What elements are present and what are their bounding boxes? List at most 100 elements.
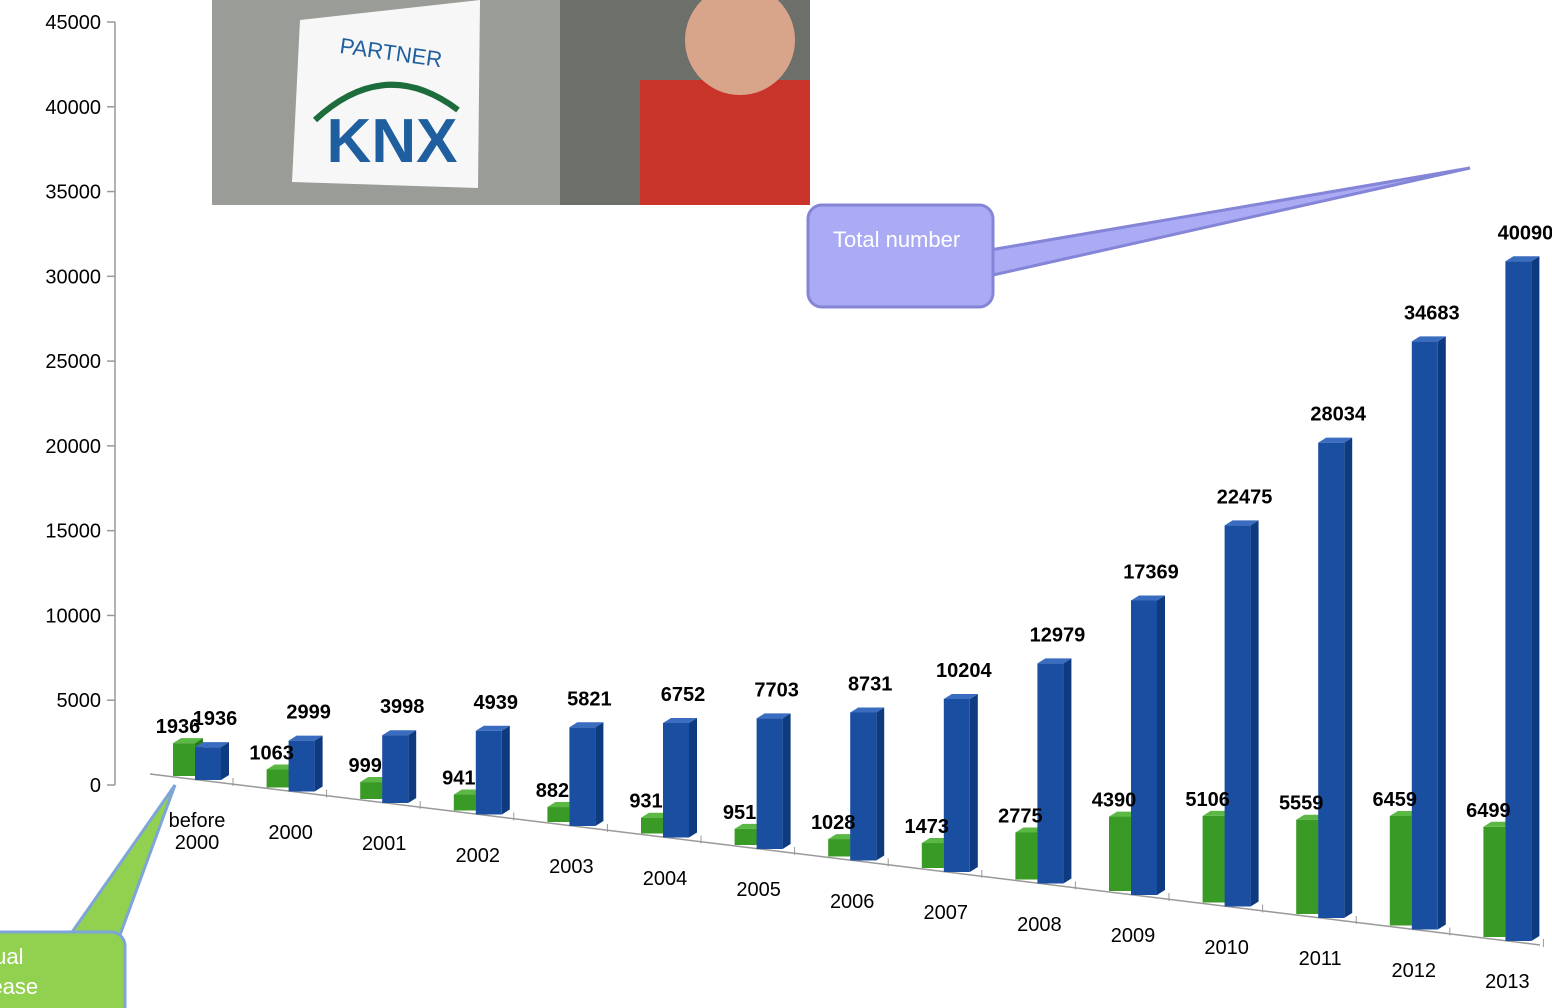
bar (1037, 663, 1063, 883)
bar (641, 818, 663, 834)
value-label: 6752 (661, 684, 706, 706)
value-label: 1473 (905, 816, 950, 838)
bar (547, 807, 569, 822)
bar (850, 712, 876, 860)
value-label: 17369 (1123, 561, 1179, 583)
value-label: 22475 (1217, 486, 1273, 508)
y-tick-label: 10000 (45, 605, 101, 627)
x-tick-label: 2005 (724, 879, 794, 901)
bar (1483, 827, 1505, 937)
bar-side (595, 722, 603, 826)
value-label: 28034 (1310, 404, 1366, 426)
bar (828, 839, 850, 856)
callout-text: Total number (833, 225, 973, 255)
y-tick-label: 25000 (45, 351, 101, 373)
y-tick-label: 35000 (45, 182, 101, 204)
value-label: 882 (536, 780, 569, 802)
value-label: 34683 (1404, 302, 1460, 324)
page: {"chart_data": {"type": "bar", "categori… (0, 0, 1552, 1008)
value-label: 931 (629, 791, 662, 813)
y-tick-label: 30000 (45, 266, 101, 288)
sign-logo: KNX (327, 107, 458, 176)
value-label: 40090 (1498, 222, 1552, 244)
value-label: 6459 (1373, 789, 1418, 811)
x-tick-label: 2000 (256, 822, 326, 844)
bar (1412, 341, 1438, 929)
y-tick-label: 40000 (45, 97, 101, 119)
bar (476, 731, 502, 815)
bar-side (1344, 438, 1352, 918)
x-tick-label: 2001 (349, 833, 419, 855)
callout-pointer (70, 785, 175, 935)
bar (1131, 600, 1157, 895)
bar-side (970, 694, 978, 872)
bar (195, 747, 221, 780)
bar (1390, 816, 1412, 926)
photo: PARTNER KNX (212, 0, 810, 205)
bar-side (1157, 595, 1165, 895)
y-tick-label: 45000 (45, 12, 101, 34)
value-label: 12979 (1030, 624, 1086, 646)
value-label: 4390 (1092, 790, 1137, 812)
y-tick-label: 5000 (57, 690, 102, 712)
x-tick-label: 2008 (1004, 914, 1074, 936)
value-label: 3998 (380, 696, 425, 718)
value-label: 2775 (998, 805, 1043, 827)
value-label: 1063 (249, 742, 294, 764)
bar (944, 699, 970, 872)
value-label: 951 (723, 802, 756, 824)
value-label: 2999 (286, 702, 331, 724)
bar (173, 743, 195, 776)
bar (922, 843, 944, 868)
value-label: 7703 (754, 679, 799, 701)
value-label: 999 (349, 755, 382, 777)
bar (1109, 817, 1131, 891)
bar (360, 782, 382, 799)
bar (1318, 443, 1344, 918)
y-tick-label: 15000 (45, 521, 101, 543)
bar (757, 718, 783, 849)
x-tick-label: 2006 (817, 891, 887, 913)
value-label: 8731 (848, 673, 893, 695)
y-tick-label: 20000 (45, 436, 101, 458)
value-label: 10204 (936, 660, 992, 682)
x-tick-label: 2012 (1379, 960, 1449, 982)
x-tick-label: 2013 (1472, 971, 1542, 993)
bar-side (783, 713, 791, 849)
bar (1203, 816, 1225, 903)
value-label: 1028 (811, 812, 856, 834)
bar-side (1531, 256, 1539, 941)
value-label: 5106 (1185, 789, 1230, 811)
x-tick-label: 2002 (443, 845, 513, 867)
bar (569, 727, 595, 826)
bar (454, 795, 476, 811)
callout-box (808, 205, 993, 307)
y-tick-label: 0 (90, 775, 101, 797)
chart: PARTNER KNX 0 5000 10000 15000 20000 25000 300… (0, 0, 1552, 1008)
value-label: 5821 (567, 688, 612, 710)
x-tick-label: before 2000 (162, 810, 232, 854)
photo-vest (640, 80, 810, 205)
bar-side (1251, 520, 1259, 906)
bar-side (502, 726, 510, 815)
bar (663, 723, 689, 837)
bar (1015, 832, 1037, 879)
x-tick-label: 2010 (1192, 937, 1262, 959)
x-tick-label: 2007 (911, 902, 981, 924)
value-label: 941 (442, 768, 475, 790)
value-label: 1936 (193, 708, 238, 730)
value-label: 6499 (1466, 800, 1511, 822)
bar (1225, 525, 1251, 906)
x-tick-label: 2011 (1285, 948, 1355, 970)
bar (267, 769, 289, 787)
x-tick-label: 2003 (536, 856, 606, 878)
bar-side (221, 742, 229, 780)
bar (1505, 261, 1531, 941)
bar-side (876, 707, 884, 860)
x-tick-label: 2004 (630, 868, 700, 890)
value-label: 5559 (1279, 793, 1324, 815)
bar-side (1438, 336, 1446, 929)
x-tick-label: 2009 (1098, 925, 1168, 947)
callout-pointer (990, 168, 1470, 275)
bar-side (689, 718, 697, 837)
